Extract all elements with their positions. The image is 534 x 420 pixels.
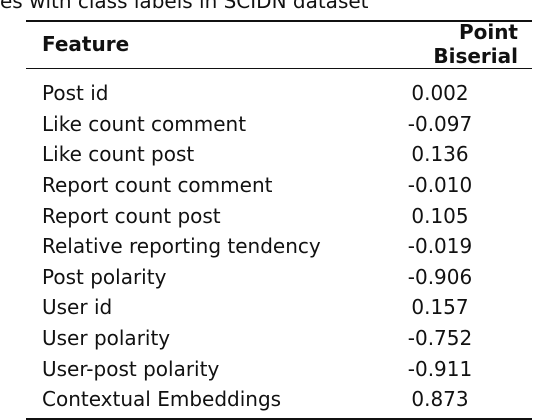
- bottom-rule: [26, 417, 532, 420]
- feature-cell: User-post polarity: [42, 356, 220, 381]
- feature-cell: Contextual Embeddings: [42, 387, 282, 412]
- value-cell: 0.002: [411, 81, 469, 106]
- table-row: User id 0.157: [26, 292, 532, 323]
- value-cell: -0.010: [407, 173, 473, 198]
- table-row: User polarity -0.752: [26, 323, 532, 354]
- value-cell: -0.097: [407, 111, 473, 136]
- top-rule: [26, 20, 532, 22]
- table-row: Report count post 0.105: [26, 200, 532, 231]
- feature-cell: Report count comment: [42, 173, 273, 198]
- table-row: Contextual Embeddings 0.873: [26, 384, 532, 415]
- feature-cell: User polarity: [42, 326, 171, 351]
- header-point-biserial: Point Biserial: [433, 20, 518, 68]
- value-cell: -0.019: [407, 234, 473, 259]
- table-body: Post id 0.002 Like count comment -0.097 …: [26, 69, 532, 415]
- value-cell: -0.906: [407, 264, 473, 289]
- feature-cell: Post id: [42, 81, 109, 106]
- feature-cell: Like count post: [42, 142, 195, 167]
- table-row: Post polarity -0.906: [26, 262, 532, 293]
- header-feature: Feature: [42, 32, 130, 56]
- value-cell: -0.911: [407, 356, 473, 381]
- value-cell: 0.105: [411, 203, 469, 228]
- feature-cell: User id: [42, 295, 113, 320]
- table-row: Like count comment -0.097: [26, 109, 532, 140]
- feature-cell: Report count post: [42, 203, 221, 228]
- value-cell: 0.873: [411, 387, 469, 412]
- value-cell: 0.136: [411, 142, 469, 167]
- table-row: Post id 0.002: [26, 78, 532, 109]
- value-cell: -0.752: [407, 326, 473, 351]
- correlation-table: Feature Point Biserial Post id 0.002 Lik…: [26, 20, 532, 420]
- table-row: Relative reporting tendency -0.019: [26, 231, 532, 262]
- feature-cell: Relative reporting tendency: [42, 234, 321, 259]
- table-row: Like count post 0.136: [26, 139, 532, 170]
- table-row: User-post polarity -0.911: [26, 353, 532, 384]
- feature-cell: Post polarity: [42, 264, 167, 289]
- value-cell: 0.157: [411, 295, 469, 320]
- table-header-row: Feature Point Biserial: [26, 20, 532, 68]
- feature-cell: Like count comment: [42, 111, 247, 136]
- table-row: Report count comment -0.010: [26, 170, 532, 201]
- mid-rule: [26, 68, 532, 69]
- table-caption: es with class labels in SCIDN dataset: [0, 0, 369, 13]
